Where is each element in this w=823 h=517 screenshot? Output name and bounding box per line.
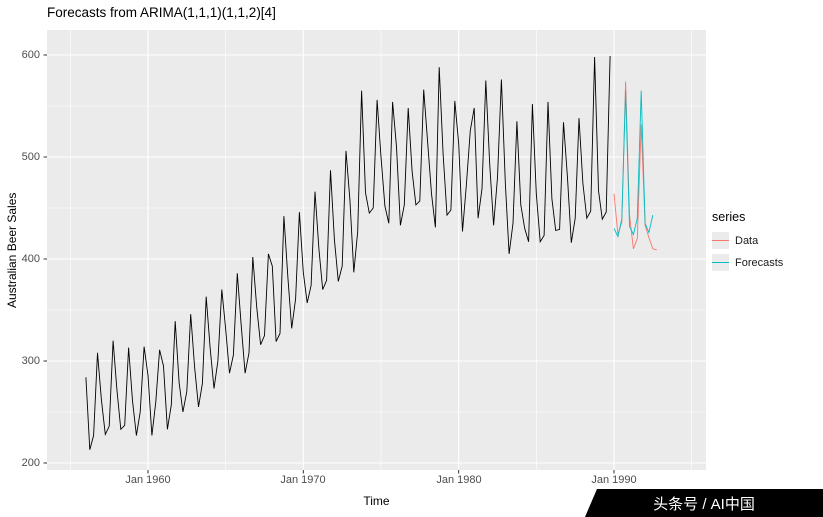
chart-title: Forecasts from ARIMA(1,1,1)(1,1,2)[4] [47, 5, 276, 20]
legend-item-forecasts: Forecasts [712, 254, 783, 271]
series-line-Data [613, 81, 657, 251]
y-axis-title: Australian Beer Sales [5, 192, 19, 308]
watermark: 头条号 / AI中国 [585, 489, 823, 517]
legend-item-data: Data [712, 232, 783, 249]
legend-key-data [712, 232, 729, 249]
x-tick-label-1970: Jan 1970 [280, 474, 326, 486]
legend-key-forecasts [712, 254, 729, 271]
x-tick-label-1960: Jan 1960 [125, 474, 171, 486]
legend: series Data Forecasts [712, 210, 783, 276]
x-tick-label-1980: Jan 1980 [436, 474, 482, 486]
x-axis-title: Time [363, 494, 390, 508]
legend-key-line-forecasts [712, 261, 729, 264]
legend-key-line-data [712, 239, 729, 242]
panel-background [47, 30, 706, 470]
y-tick-label-600: 600 [21, 49, 40, 61]
x-tick-label-1990: Jan 1990 [591, 474, 637, 486]
series-line-Forecasts [613, 90, 654, 238]
y-tick-label-200: 200 [21, 457, 40, 469]
legend-label-forecasts: Forecasts [735, 256, 784, 269]
series-line-observed [85, 55, 611, 450]
y-tick-label-500: 500 [21, 151, 40, 163]
y-tick-label-400: 400 [21, 253, 40, 265]
legend-label-data: Data [735, 234, 759, 247]
legend-title: series [712, 210, 746, 224]
y-tick-label-300: 300 [21, 355, 40, 367]
